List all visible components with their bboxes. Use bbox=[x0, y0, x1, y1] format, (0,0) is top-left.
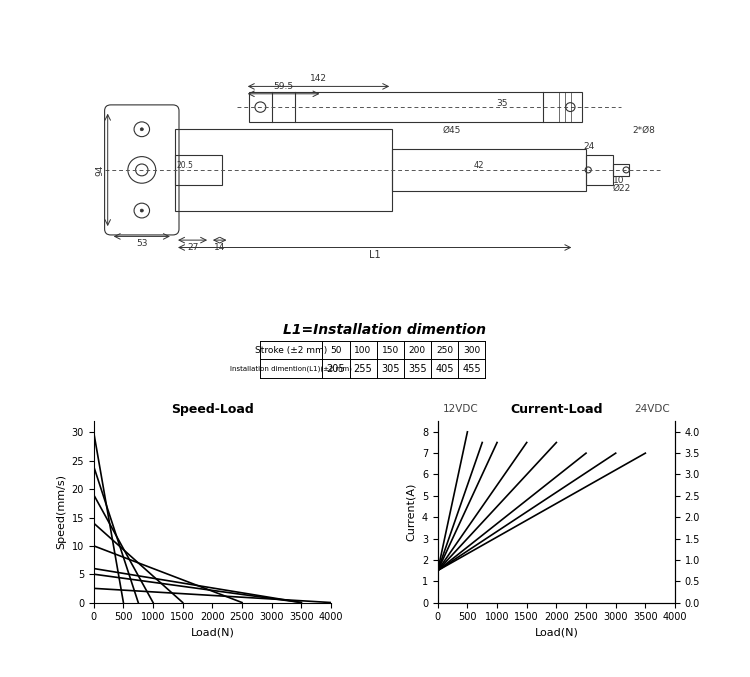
Text: 255: 255 bbox=[354, 364, 373, 374]
Bar bbox=[613, 164, 628, 176]
Y-axis label: Speed(mm/s): Speed(mm/s) bbox=[56, 475, 66, 549]
Bar bbox=[392, 149, 586, 191]
Y-axis label: Current(A): Current(A) bbox=[406, 483, 416, 541]
Text: L1=Installation dimention: L1=Installation dimention bbox=[283, 324, 486, 338]
Text: 42: 42 bbox=[473, 161, 484, 171]
Circle shape bbox=[140, 209, 143, 212]
Bar bbox=[175, 155, 222, 185]
Text: 355: 355 bbox=[408, 364, 427, 374]
Text: 12VDC: 12VDC bbox=[442, 404, 478, 414]
X-axis label: Load(N): Load(N) bbox=[190, 628, 234, 638]
Bar bbox=[586, 155, 613, 185]
Text: 50: 50 bbox=[330, 345, 342, 355]
Text: 305: 305 bbox=[381, 364, 400, 374]
Text: Ø22: Ø22 bbox=[613, 183, 632, 192]
Text: 405: 405 bbox=[435, 364, 454, 374]
Text: 2*Ø8: 2*Ø8 bbox=[632, 126, 656, 135]
Text: 150: 150 bbox=[382, 345, 399, 355]
Text: 300: 300 bbox=[463, 345, 480, 355]
X-axis label: Load(N): Load(N) bbox=[535, 628, 578, 638]
Text: 10: 10 bbox=[613, 176, 625, 185]
Text: 24: 24 bbox=[584, 142, 595, 151]
Text: 94: 94 bbox=[95, 165, 104, 175]
Text: Installation dimention(L1)(±2 mm): Installation dimention(L1)(±2 mm) bbox=[230, 366, 352, 372]
Text: 24VDC: 24VDC bbox=[634, 404, 670, 414]
Text: 53: 53 bbox=[136, 240, 148, 248]
Text: 100: 100 bbox=[355, 345, 372, 355]
Bar bbox=[175, 129, 392, 211]
Text: 27: 27 bbox=[187, 243, 198, 252]
Title: Current-Load: Current-Load bbox=[510, 403, 603, 416]
Bar bbox=[249, 92, 582, 122]
Text: 14: 14 bbox=[214, 243, 225, 252]
Text: 200: 200 bbox=[409, 345, 426, 355]
Text: 455: 455 bbox=[462, 364, 481, 374]
Text: 250: 250 bbox=[436, 345, 453, 355]
Text: Ø45: Ø45 bbox=[442, 126, 460, 135]
Text: 142: 142 bbox=[310, 74, 327, 83]
Title: Speed-Load: Speed-Load bbox=[171, 403, 254, 416]
Circle shape bbox=[140, 128, 143, 131]
Text: 20.5: 20.5 bbox=[177, 161, 194, 171]
Text: 59.5: 59.5 bbox=[274, 82, 294, 91]
Text: L1: L1 bbox=[369, 250, 380, 261]
Text: Stroke (±2 mm): Stroke (±2 mm) bbox=[255, 345, 328, 355]
Text: 35: 35 bbox=[496, 99, 508, 108]
Text: 205: 205 bbox=[327, 364, 345, 374]
